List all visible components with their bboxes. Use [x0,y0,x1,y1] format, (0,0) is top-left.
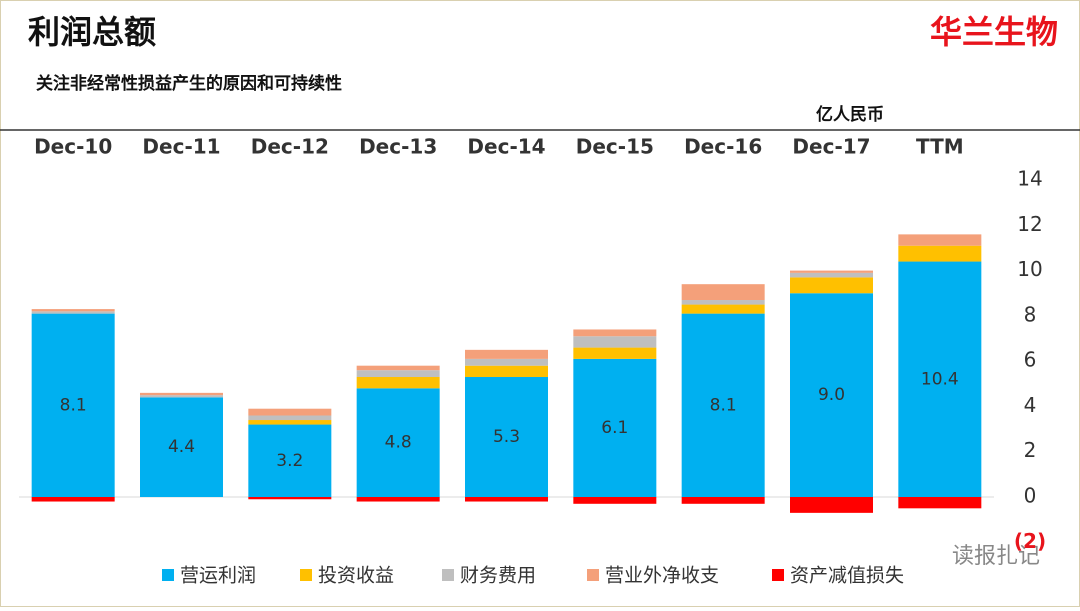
value-label: 9.0 [818,385,845,405]
bar-segment [140,395,223,398]
bar-segment [356,377,440,389]
bar-segment [465,358,548,366]
x-tick-label: Dec-11 [142,135,220,159]
watermark: 读报扎记 [952,544,1040,569]
y-tick-label: 6 [1024,348,1037,372]
bar-segment [790,277,873,294]
bar-segment [573,329,657,337]
legend-label: 资产减值损失 [790,565,904,587]
bar-segment [31,313,115,497]
legend-swatch [772,569,784,581]
y-tick-label: 0 [1024,484,1037,508]
bar-segment [140,392,223,396]
value-label: 10.4 [921,369,959,389]
legend-swatch [162,569,174,581]
bar-segment [356,370,440,378]
x-tick-label: Dec-12 [251,135,329,159]
bar-segment [465,365,548,378]
legend-label: 财务费用 [460,565,536,587]
x-tick-label: Dec-15 [576,135,654,159]
bar-segment [898,497,982,509]
bar-segment [356,497,440,502]
bar-segment [790,270,873,273]
bar-segment [573,336,657,348]
bar-segment [248,415,332,421]
brand: 华兰生物 [930,13,1058,51]
y-tick-label: (2) [1014,529,1046,553]
y-tick-label: 12 [1017,212,1042,236]
bar-segment [790,272,873,278]
unit-label: 亿人民币 [816,104,884,125]
bar-segment [573,497,657,504]
legend-swatch [587,569,599,581]
bar-segment [573,358,657,497]
legend-label: 营业外净收支 [605,565,719,587]
bar-segment [248,424,332,497]
x-tick-label: Dec-14 [467,135,545,159]
bar-segment [573,347,657,359]
y-tick-label: 2 [1024,438,1037,462]
x-tick-label: Dec-16 [684,135,762,159]
y-tick-label: 8 [1024,302,1037,326]
value-label: 5.3 [493,427,520,447]
x-tick-label: Dec-17 [792,135,870,159]
bar-segment [356,388,440,497]
legend-swatch [442,569,454,581]
value-label: 6.1 [601,418,628,438]
y-tick-label: 14 [1017,167,1042,191]
legend-label: 营运利润 [180,565,256,587]
legend-label: 投资收益 [318,565,394,587]
bar-segment [140,397,223,497]
value-label: 4.8 [385,433,412,453]
subtitle: 关注非经常性损益产生的原因和可持续性 [36,73,342,94]
y-tick-label: 10 [1017,257,1042,281]
y-tick-label: 4 [1024,393,1037,417]
bar-segment [31,311,115,314]
bar-segment [248,408,332,416]
bar-segment [465,349,548,359]
value-label: 3.2 [276,451,303,471]
value-label: 8.1 [710,395,737,415]
bar-segment [465,497,548,502]
bar-segment [356,365,440,371]
bar-segment [681,497,765,504]
bar-segment [681,313,765,497]
bar-segment [681,284,765,301]
bar-segment [681,300,765,305]
legend-swatch [300,569,312,581]
bar-segment [681,304,765,314]
bar-segment [248,497,332,500]
chart-title: 利润总额 [28,13,156,51]
bar-segment [790,293,873,497]
x-tick-label: Dec-13 [359,135,437,159]
bar-segment [31,309,115,312]
x-tick-label: Dec-10 [34,135,112,159]
bar-segment [248,420,332,425]
x-tick-label: TTM [916,135,964,159]
value-label: 4.4 [168,437,195,457]
value-label: 8.1 [60,395,87,415]
bar-segment [790,497,873,513]
bar-segment [31,497,115,502]
bar-segment [898,234,982,246]
bar-segment [898,245,982,262]
bar-segment [465,377,548,497]
bar-segment [898,261,982,497]
